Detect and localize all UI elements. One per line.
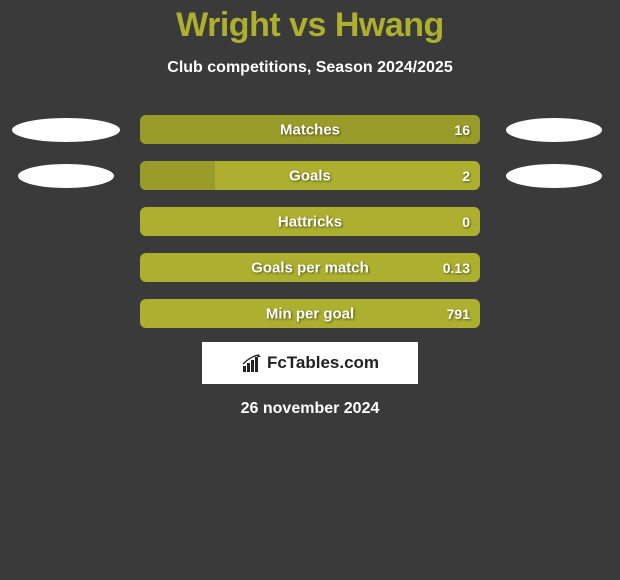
stat-row: Hattricks 0: [0, 207, 620, 236]
stat-row: Goals 2: [0, 161, 620, 190]
right-ellipse: [506, 118, 602, 142]
bar-label: Min per goal: [266, 305, 354, 322]
bar-value: 0.13: [443, 260, 470, 276]
page-title: Wright vs Hwang: [176, 6, 444, 45]
bar-value: 0: [462, 214, 470, 230]
fctables-logo: FcTables.com: [202, 342, 418, 384]
bar-label: Goals per match: [251, 259, 369, 276]
left-ellipse: [12, 118, 120, 142]
stat-row: Min per goal 791: [0, 299, 620, 328]
left-ellipse: [18, 164, 114, 188]
bar-label: Goals: [289, 167, 331, 184]
stat-row: Matches 16: [0, 115, 620, 144]
bar-track: Min per goal 791: [140, 299, 480, 328]
right-ellipse: [506, 164, 602, 188]
bar-track: Matches 16: [140, 115, 480, 144]
subtitle: Club competitions, Season 2024/2025: [167, 59, 452, 77]
bar-value: 2: [462, 168, 470, 184]
date-label: 26 november 2024: [241, 400, 380, 418]
bar-label: Hattricks: [278, 213, 342, 230]
stat-row: Goals per match 0.13: [0, 253, 620, 282]
bar-label: Matches: [280, 121, 340, 138]
bar-value: 791: [447, 306, 470, 322]
bar-value: 16: [454, 122, 470, 138]
logo-text: FcTables.com: [267, 353, 379, 373]
bar-track: Goals per match 0.13: [140, 253, 480, 282]
bar-fill: [140, 161, 215, 190]
bar-track: Hattricks 0: [140, 207, 480, 236]
bar-track: Goals 2: [140, 161, 480, 190]
comparison-chart: Matches 16 Goals 2 Hattricks 0 Goals per match…: [0, 115, 620, 328]
bar-chart-icon: [241, 354, 263, 372]
